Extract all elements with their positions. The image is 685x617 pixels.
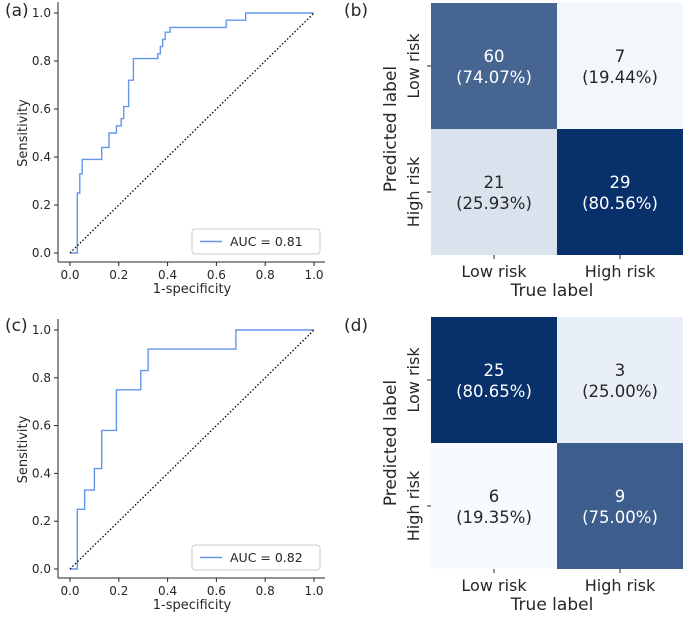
panel-label: (d) — [344, 316, 368, 336]
y-tick-label: Low risk — [404, 33, 423, 99]
x-tick-label: 0.2 — [109, 268, 128, 282]
y-axis-label: Predicted label — [381, 66, 401, 192]
x-tick-label: 1.0 — [304, 268, 323, 282]
x-tick-label: 0.6 — [207, 584, 226, 598]
panel-label: (c) — [5, 316, 28, 336]
y-tick-label: 0.2 — [32, 514, 51, 528]
matrix-cell — [431, 3, 557, 129]
x-tick-label: 0.6 — [207, 268, 226, 282]
legend-label: AUC = 0.82 — [230, 550, 303, 565]
legend-box — [191, 544, 321, 571]
legend-label: AUC = 0.81 — [230, 234, 303, 249]
cell-percent: (74.07%) — [456, 68, 532, 87]
y-axis-label: Sensitivity — [16, 415, 31, 483]
cell-count: 25 — [484, 361, 505, 380]
y-tick-label: 0.6 — [32, 102, 51, 116]
x-axis-label: True label — [510, 281, 594, 301]
matrix-cell — [557, 3, 683, 129]
y-tick-label: 1.0 — [32, 6, 51, 20]
cell-count: 21 — [484, 173, 505, 192]
cell-count: 29 — [610, 173, 631, 192]
y-tick-label: High risk — [404, 156, 423, 227]
matrix-cell — [557, 317, 683, 443]
y-tick-label: 0.6 — [32, 419, 51, 433]
cell-percent: (25.00%) — [582, 382, 658, 401]
cell-count: 3 — [615, 361, 626, 380]
confusion-matrix-1: (b) 60 (74.07%) 7 (19.44%) 21 (25.93%) 29 (80.56… — [344, 1, 683, 301]
matrix-cell — [557, 129, 683, 255]
cell-count: 9 — [615, 487, 626, 506]
matrix-cell — [431, 129, 557, 255]
x-axis-label: 1-specificity — [153, 282, 232, 297]
y-tick-label: 0.0 — [32, 246, 51, 260]
cell-percent: (19.35%) — [456, 508, 532, 527]
x-tick-label: High risk — [585, 576, 656, 595]
y-tick-label: 1.0 — [32, 323, 51, 337]
cell-percent: (75.00%) — [582, 508, 658, 527]
x-tick-label: 0.2 — [109, 584, 128, 598]
x-tick-label: Low risk — [461, 576, 527, 595]
y-tick-label: 0.8 — [32, 54, 51, 68]
x-tick-label: 0.4 — [158, 584, 177, 598]
y-tick-label: 0.8 — [32, 371, 51, 385]
cell-count: 7 — [615, 47, 626, 66]
roc-chart-0: (a) 0.0 0.2 0.4 0.6 0.8 1.0 0.0 0.2 0.4 0.6 0.8 1.0 1… — [5, 1, 325, 297]
y-tick-label: 0.2 — [32, 198, 51, 212]
roc-chart-2: (c) 0.0 0.2 0.4 0.6 0.8 1.0 0.0 0.2 0.4 0.6 0.8 1.0 1… — [5, 316, 325, 613]
chance-diagonal-line — [69, 329, 315, 570]
y-tick-label: 0.4 — [32, 466, 51, 480]
panel-label: (a) — [5, 1, 29, 21]
matrix-cell — [557, 443, 683, 569]
matrix-cell — [431, 443, 557, 569]
cell-percent: (80.65%) — [456, 382, 532, 401]
x-axis-label: 1-specificity — [153, 598, 232, 613]
panel-label: (b) — [344, 1, 368, 21]
cell-percent: (80.56%) — [582, 194, 658, 213]
x-tick-label: 1.0 — [304, 584, 323, 598]
cell-count: 60 — [484, 47, 505, 66]
x-tick-label: High risk — [585, 262, 656, 281]
x-tick-label: 0.0 — [60, 268, 79, 282]
legend-box — [191, 228, 321, 255]
x-axis-label: True label — [510, 595, 594, 615]
roc-curve-line — [70, 329, 314, 570]
x-tick-label: Low risk — [461, 262, 527, 281]
confusion-matrix-3: (d) 25 (80.65%) 3 (25.00%) 6 (19.35%) 9 (75.00%)… — [344, 316, 683, 615]
x-tick-label: 0.8 — [256, 584, 275, 598]
chance-diagonal-line — [69, 12, 315, 254]
y-axis-label: Predicted label — [381, 380, 401, 506]
x-tick-label: 0.8 — [256, 268, 275, 282]
matrix-cell — [431, 317, 557, 443]
y-tick-label: Low risk — [404, 347, 423, 413]
y-axis-label: Sensitivity — [16, 99, 31, 167]
x-tick-label: 0.0 — [60, 584, 79, 598]
cell-count: 6 — [489, 487, 500, 506]
cell-percent: (25.93%) — [456, 194, 532, 213]
y-tick-label: 0.0 — [32, 562, 51, 576]
x-tick-label: 0.4 — [158, 268, 177, 282]
y-tick-label: 0.4 — [32, 150, 51, 164]
cell-percent: (19.44%) — [582, 68, 658, 87]
roc-curve-line — [70, 12, 314, 254]
y-tick-label: High risk — [404, 470, 423, 541]
